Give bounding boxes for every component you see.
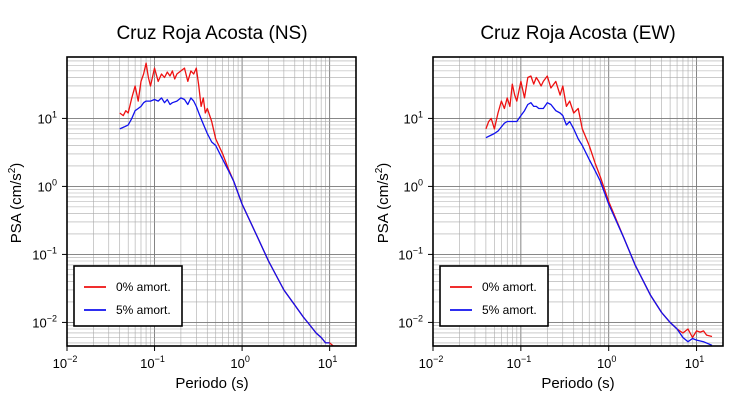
x-tick-label: 10−1 (140, 354, 165, 371)
y-tick-label: 10−1 (32, 245, 57, 262)
y-tick-label: 101 (38, 109, 57, 126)
legend-label: 0% amort. (482, 280, 537, 294)
legend: 0% amort. 5% amort. (439, 265, 549, 327)
x-tick-label: 101 (685, 354, 704, 371)
chart-title: Cruz Roja Acosta (NS) (116, 23, 307, 44)
y-axis-label: PSA (cm/s2) (374, 163, 392, 244)
series-line (485, 102, 713, 346)
chart-ew: Cruz Roja Acosta (EW) Periodo (s) PSA (c… (374, 23, 724, 392)
x-tick-label: 100 (230, 354, 249, 371)
x-tick-label: 10−2 (53, 354, 78, 371)
legend-label: 0% amort. (116, 280, 171, 294)
legend-label: 5% amort. (116, 303, 171, 317)
chart-ns: Cruz Roja Acosta (NS) Periodo (s) PSA (c… (7, 23, 357, 392)
x-tick-label: 10−1 (506, 354, 531, 371)
series-line (119, 97, 330, 344)
y-tick-label: 10−2 (32, 313, 57, 330)
chart-title: Cruz Roja Acosta (EW) (480, 23, 675, 44)
x-tick-label: 101 (318, 354, 337, 371)
legend: 0% amort. 5% amort. (73, 265, 183, 327)
y-tick-label: 10−1 (398, 245, 423, 262)
x-tick-label: 10−2 (419, 354, 444, 371)
x-axis-label: Periodo (s) (175, 375, 248, 392)
y-tick-label: 100 (38, 177, 57, 194)
legend-box (73, 265, 183, 327)
legend-label: 5% amort. (482, 303, 537, 317)
y-tick-label: 101 (404, 109, 423, 126)
x-tick-label: 100 (597, 354, 616, 371)
plot-frame (432, 56, 724, 347)
series-group (119, 62, 340, 346)
x-axis-label: Periodo (s) (541, 375, 614, 392)
y-axis-label: PSA (cm/s2) (7, 163, 25, 244)
plot-frame (66, 56, 357, 347)
legend-box (439, 265, 549, 327)
y-tick-label: 10−2 (398, 313, 423, 330)
series-group (485, 75, 713, 346)
y-tick-label: 100 (404, 177, 423, 194)
